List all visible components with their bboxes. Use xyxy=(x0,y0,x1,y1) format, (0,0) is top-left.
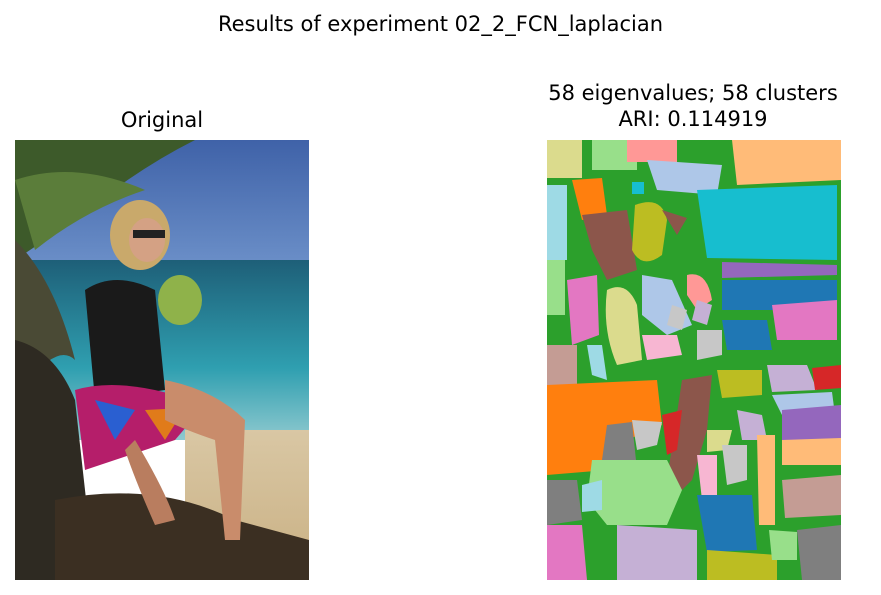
segmentation-title-line1: 58 eigenvalues; 58 clusters xyxy=(548,81,838,105)
segmentation-title-line2: ARI: 0.114919 xyxy=(618,107,768,131)
figure-title: Results of experiment 02_2_FCN_laplacian xyxy=(217,12,664,36)
original-title: Original xyxy=(120,108,204,132)
segmentation-image xyxy=(547,140,841,580)
segmentation-title: 58 eigenvalues; 58 clusters ARI: 0.11491… xyxy=(520,80,866,132)
original-image xyxy=(15,140,309,580)
